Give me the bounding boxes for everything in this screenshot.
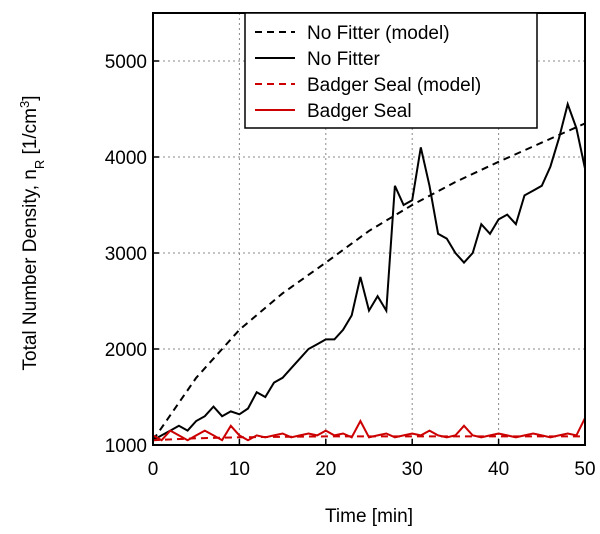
y-axis-label: Total Number Density, nR [1/cm3]	[17, 96, 47, 371]
series-line	[152, 122, 586, 441]
y-label-part: 3	[17, 101, 32, 108]
x-tick-label: 30	[402, 459, 423, 480]
y-tick-label: 1000	[105, 436, 147, 457]
y-label-part: R	[32, 160, 47, 169]
y-label-part: Total Number Density, n	[20, 169, 41, 370]
legend-label: No Fitter	[307, 49, 381, 70]
y-tick-label: 4000	[105, 148, 147, 169]
x-tick-label: 0	[148, 459, 159, 480]
y-label-part: [1/cm	[20, 108, 41, 160]
series-line	[152, 100, 586, 442]
y-tick-label: 2000	[105, 340, 147, 361]
x-axis-label: Time [min]	[325, 506, 413, 527]
x-tick-label: 20	[315, 459, 336, 480]
x-tick-label: 50	[574, 459, 595, 480]
legend-label: Badger Seal	[307, 101, 412, 122]
y-label-part: ]	[20, 96, 41, 101]
x-tick-label: 10	[229, 459, 250, 480]
y-tick-label: 3000	[105, 244, 147, 265]
x-tick-label: 40	[488, 459, 509, 480]
legend-label: Badger Seal (model)	[307, 75, 481, 96]
series-line	[152, 417, 586, 442]
legend-label: No Fitter (model)	[307, 23, 450, 44]
y-tick-label: 5000	[105, 52, 147, 73]
